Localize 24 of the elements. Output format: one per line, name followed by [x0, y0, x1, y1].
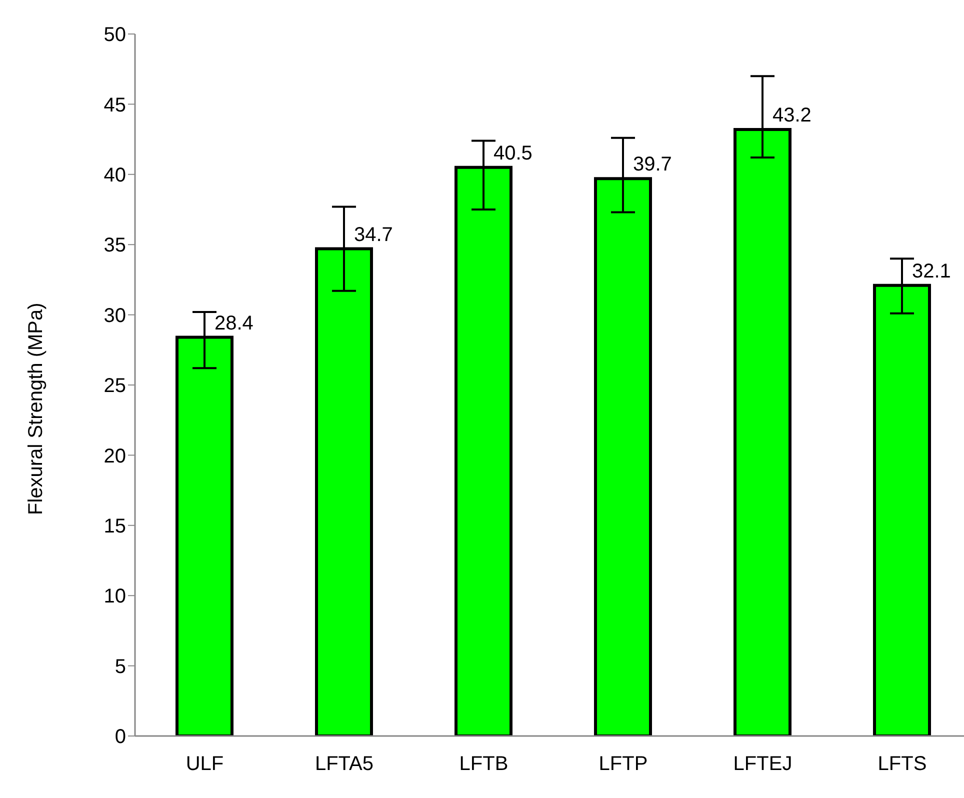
x-tick-label: LFTEJ	[733, 753, 792, 776]
data-label: 28.4	[214, 312, 254, 334]
data-label: 39.7	[633, 154, 672, 176]
x-tick-label: ULF	[186, 753, 224, 776]
y-tick-label: 5	[114, 656, 126, 678]
data-label: 43.2	[772, 104, 812, 126]
y-tick-label: 15	[104, 516, 126, 538]
data-label: 32.1	[912, 260, 951, 282]
y-tick-label: 25	[104, 375, 126, 398]
y-tick-label: 10	[104, 586, 126, 608]
y-axis-title: Flexural Strength (MPa)	[25, 302, 48, 515]
data-label: 40.5	[494, 142, 532, 164]
y-tick-label: 35	[104, 234, 126, 257]
x-tick-label: LFTP	[598, 753, 648, 776]
x-tick-label: LFTA5	[314, 753, 374, 776]
y-tick-label: 50	[104, 24, 126, 46]
y-tick-label: 0	[114, 726, 126, 748]
y-tick-label: 40	[104, 164, 126, 186]
x-tick-label: LFTB	[459, 753, 508, 776]
x-tick-label: LFTS	[878, 753, 927, 776]
data-label: 34.7	[354, 224, 393, 246]
y-tick-label: 20	[104, 445, 126, 468]
y-tick-label: 30	[104, 304, 126, 327]
y-tick-label: 45	[104, 94, 126, 116]
